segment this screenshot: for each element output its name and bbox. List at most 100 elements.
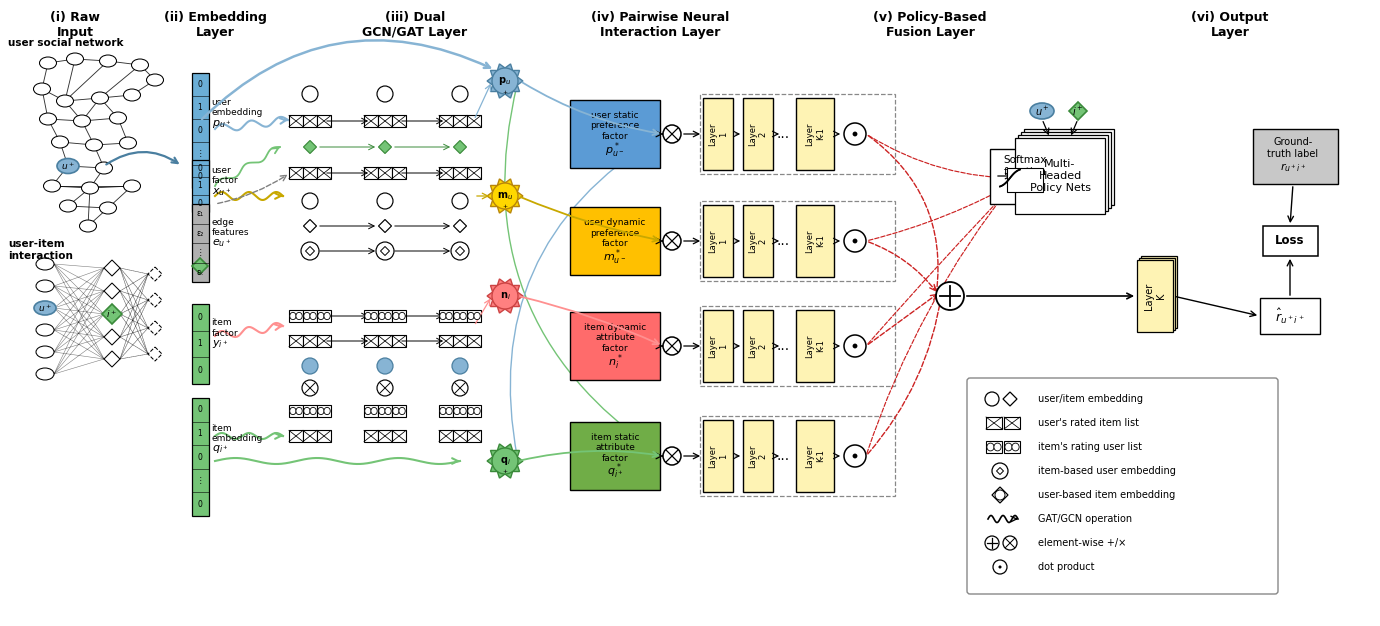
Circle shape <box>302 358 317 374</box>
Bar <box>466 336 482 347</box>
Ellipse shape <box>399 408 406 414</box>
Bar <box>453 406 466 416</box>
Polygon shape <box>148 347 161 361</box>
Ellipse shape <box>290 408 297 414</box>
Bar <box>439 336 453 347</box>
Text: edge
features: edge features <box>211 218 248 237</box>
Ellipse shape <box>304 312 310 320</box>
Bar <box>288 406 304 416</box>
Ellipse shape <box>364 408 371 414</box>
Polygon shape <box>104 260 120 276</box>
Text: 0: 0 <box>197 313 203 322</box>
Text: ${}^+$: ${}^+$ <box>501 468 509 478</box>
Text: user-item
interaction: user-item interaction <box>8 239 73 260</box>
Text: user
embedding: user embedding <box>211 98 262 117</box>
Polygon shape <box>378 220 392 232</box>
Text: GAT/GCN operation: GAT/GCN operation <box>1038 514 1132 524</box>
Circle shape <box>662 447 680 465</box>
Ellipse shape <box>109 112 127 124</box>
Text: $p_{u^+}$: $p_{u^+}$ <box>211 118 230 130</box>
Bar <box>1005 441 1020 453</box>
Ellipse shape <box>51 136 69 148</box>
Text: Layer
2: Layer 2 <box>748 334 767 357</box>
Ellipse shape <box>91 92 109 104</box>
Circle shape <box>451 242 469 260</box>
Ellipse shape <box>1029 103 1054 119</box>
Text: $\mathbf{q}_i$: $\mathbf{q}_i$ <box>500 455 511 467</box>
Ellipse shape <box>317 312 324 320</box>
Bar <box>192 304 208 384</box>
Bar <box>466 406 482 416</box>
Circle shape <box>845 335 867 357</box>
Text: (v) Policy-Based
Fusion Layer: (v) Policy-Based Fusion Layer <box>874 11 987 39</box>
Bar <box>570 207 660 275</box>
Text: ⋮: ⋮ <box>196 249 204 257</box>
Bar <box>378 167 392 178</box>
Circle shape <box>985 536 999 550</box>
Text: item static
attribute
factor: item static attribute factor <box>591 433 639 463</box>
Text: Layer
2: Layer 2 <box>748 122 767 146</box>
Text: Multi-
Headed
Policy Nets: Multi- Headed Policy Nets <box>1029 160 1090 193</box>
Ellipse shape <box>446 408 453 414</box>
Bar <box>288 167 304 178</box>
Circle shape <box>853 239 857 244</box>
Ellipse shape <box>33 83 51 95</box>
Bar <box>378 336 392 347</box>
Text: $u^+$: $u^+$ <box>61 160 75 172</box>
Polygon shape <box>104 351 120 367</box>
Bar <box>796 205 834 277</box>
Ellipse shape <box>364 312 371 320</box>
Bar <box>392 406 406 416</box>
Bar <box>317 406 331 416</box>
Text: ε₂: ε₂ <box>196 228 204 238</box>
Ellipse shape <box>95 162 113 174</box>
Polygon shape <box>487 279 523 313</box>
Bar <box>453 115 466 126</box>
Ellipse shape <box>80 220 97 232</box>
Bar <box>439 406 453 416</box>
Bar <box>453 431 466 441</box>
Bar <box>288 336 304 347</box>
Bar <box>702 420 733 492</box>
Bar <box>317 336 331 347</box>
Text: user-based item embedding: user-based item embedding <box>1038 490 1176 500</box>
Polygon shape <box>148 321 161 335</box>
Text: Loss: Loss <box>1275 235 1304 247</box>
Ellipse shape <box>317 408 324 414</box>
Bar <box>439 310 453 322</box>
Text: user
factor: user factor <box>211 166 239 185</box>
Ellipse shape <box>1005 443 1012 451</box>
Circle shape <box>853 454 857 458</box>
Bar <box>288 115 304 126</box>
Text: item
embedding: item embedding <box>211 424 262 443</box>
Bar <box>304 115 317 126</box>
Text: 0: 0 <box>197 405 203 414</box>
Text: $i^+$: $i^+$ <box>106 308 117 320</box>
Bar <box>466 431 482 441</box>
Circle shape <box>662 125 680 143</box>
Circle shape <box>302 380 317 396</box>
Bar <box>288 431 304 441</box>
Circle shape <box>377 380 393 396</box>
Circle shape <box>985 392 999 406</box>
Text: ...: ... <box>777 449 789 463</box>
Bar <box>466 115 482 126</box>
Bar <box>742 310 773 382</box>
Ellipse shape <box>290 312 297 320</box>
Text: ...: ... <box>777 339 789 353</box>
Bar <box>1253 129 1339 184</box>
Bar <box>570 312 660 380</box>
Text: user/item embedding: user/item embedding <box>1038 394 1143 404</box>
FancyBboxPatch shape <box>967 378 1278 594</box>
Bar <box>288 310 304 322</box>
Text: Softmax
function: Softmax function <box>1003 155 1046 177</box>
Ellipse shape <box>385 312 392 320</box>
Text: $i^+$: $i^+$ <box>1072 105 1083 118</box>
Ellipse shape <box>399 312 406 320</box>
Text: $r_{u^+i^+}$: $r_{u^+i^+}$ <box>1279 162 1307 175</box>
Ellipse shape <box>36 258 54 270</box>
Polygon shape <box>487 444 523 478</box>
Bar <box>439 167 453 178</box>
Bar <box>1260 298 1321 334</box>
Ellipse shape <box>440 312 446 320</box>
